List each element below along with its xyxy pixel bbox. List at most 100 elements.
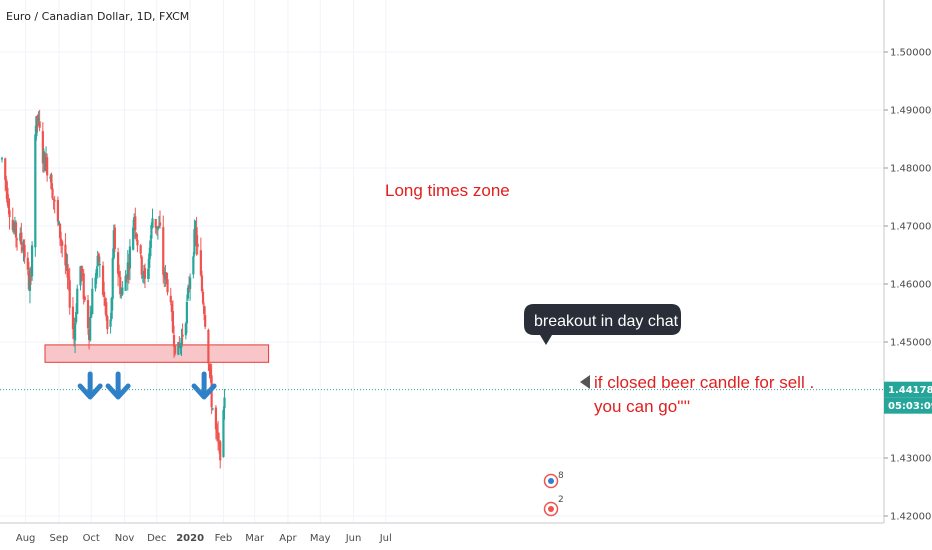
candle-body [193, 229, 196, 255]
x-tick-label: Jul [379, 533, 392, 544]
note-pointer-icon [580, 375, 590, 389]
candle-body [151, 218, 154, 228]
candle-body [89, 316, 92, 341]
candle-body [28, 278, 32, 291]
countdown-label: 05:03:09 [888, 401, 932, 412]
candle-body [196, 243, 199, 248]
candle-body [195, 227, 198, 247]
candle-body [23, 244, 26, 258]
candle-body [41, 131, 44, 164]
candle-body [184, 323, 187, 336]
note-line-2: you can go'''' [594, 397, 690, 416]
candle-body [113, 227, 116, 250]
candle-body [204, 315, 207, 327]
candle-body [46, 157, 49, 176]
candle-body [11, 219, 14, 231]
candle-body [38, 121, 41, 128]
y-tick-label: 1.48000 [890, 164, 931, 175]
candle-body [74, 323, 77, 341]
candle-body [51, 188, 54, 199]
y-tick-label: 1.43000 [890, 454, 931, 465]
candle-body [148, 253, 151, 268]
event-marker-dot [548, 478, 554, 484]
time-axis: Aug Sep Oct Nov Dec 2020 Feb Mar Apr May Jun Jul [16, 533, 392, 544]
candle-body [118, 271, 121, 277]
candle-body [98, 263, 101, 266]
candle-body [15, 238, 19, 240]
candle-body [5, 179, 8, 189]
annotation-note[interactable]: if closed beer candle for sell . you can… [580, 373, 814, 416]
annotation-long-times-zone[interactable]: Long times zone [385, 181, 510, 200]
candle-body [34, 134, 37, 248]
x-tick-label: Jun [345, 533, 362, 544]
candle-body [61, 241, 64, 246]
candle-body [14, 222, 18, 238]
x-tick-label: Oct [83, 533, 100, 544]
candle-body [134, 216, 137, 231]
candle-body [156, 226, 159, 230]
current-price-tag [884, 381, 932, 398]
candle-body [216, 432, 220, 442]
candle-body [173, 345, 177, 354]
candle-body [192, 256, 195, 275]
price-axis: 1.50000 1.49000 1.48000 1.47000 1.46000 1.450… [884, 48, 931, 523]
candle-body [35, 116, 38, 137]
candle-body [71, 306, 75, 330]
candle-body [139, 245, 142, 254]
y-tick-label: 1.42000 [890, 512, 931, 523]
candle-body [110, 297, 113, 319]
candle-body [90, 311, 93, 318]
candle-body [37, 118, 40, 121]
down-arrow-icon[interactable] [105, 371, 131, 400]
candle-body [189, 277, 192, 289]
candle-body [101, 265, 105, 295]
x-tick-label: Dec [147, 533, 166, 544]
candle-body [203, 306, 206, 314]
candle-body [60, 238, 63, 242]
candle-body [219, 441, 222, 461]
candle-body [20, 232, 23, 245]
candle-body [0, 158, 4, 160]
grid [0, 0, 884, 523]
candle-body [95, 269, 98, 276]
countdown-tag [884, 397, 932, 414]
candle-body [8, 210, 11, 218]
candle-body [132, 227, 135, 250]
candle-body [121, 287, 124, 295]
event-marker-8[interactable]: 8 [543, 471, 565, 489]
candle-body [214, 407, 218, 430]
candle-body [6, 187, 9, 203]
x-tick-label: Feb [215, 533, 233, 544]
event-marker-2[interactable]: 2 [543, 495, 564, 517]
candle-body [103, 291, 106, 298]
candle-body [199, 250, 202, 276]
x-tick-label: Aug [16, 533, 36, 544]
event-count-8: 8 [558, 471, 564, 481]
candle-body [4, 158, 7, 181]
support-zone[interactable] [44, 344, 270, 363]
annotation-bubble[interactable]: breakout in day chat [524, 304, 681, 345]
candle-body [177, 342, 180, 355]
candle-body [147, 268, 150, 279]
chart-title: Euro / Canadian Dollar, 1D, FXCM [6, 10, 189, 23]
candle-body [157, 225, 161, 228]
candle-body [119, 276, 122, 295]
candle-body [180, 337, 183, 348]
candle-body [209, 368, 212, 377]
down-arrow-icon[interactable] [77, 371, 103, 400]
event-count-2: 2 [558, 495, 564, 505]
event-marker-dot [548, 506, 554, 512]
candles [0, 109, 226, 469]
candle-body [128, 246, 132, 269]
x-tick-label: Apr [279, 533, 297, 544]
candle-body [222, 409, 225, 457]
candle-body [158, 222, 162, 226]
candle-body [86, 300, 90, 329]
candle-body [68, 280, 71, 308]
candle-body [79, 266, 82, 286]
candle-body [36, 115, 39, 120]
candle-body [31, 245, 34, 277]
candle-body [50, 174, 53, 190]
candle-body [57, 221, 61, 225]
